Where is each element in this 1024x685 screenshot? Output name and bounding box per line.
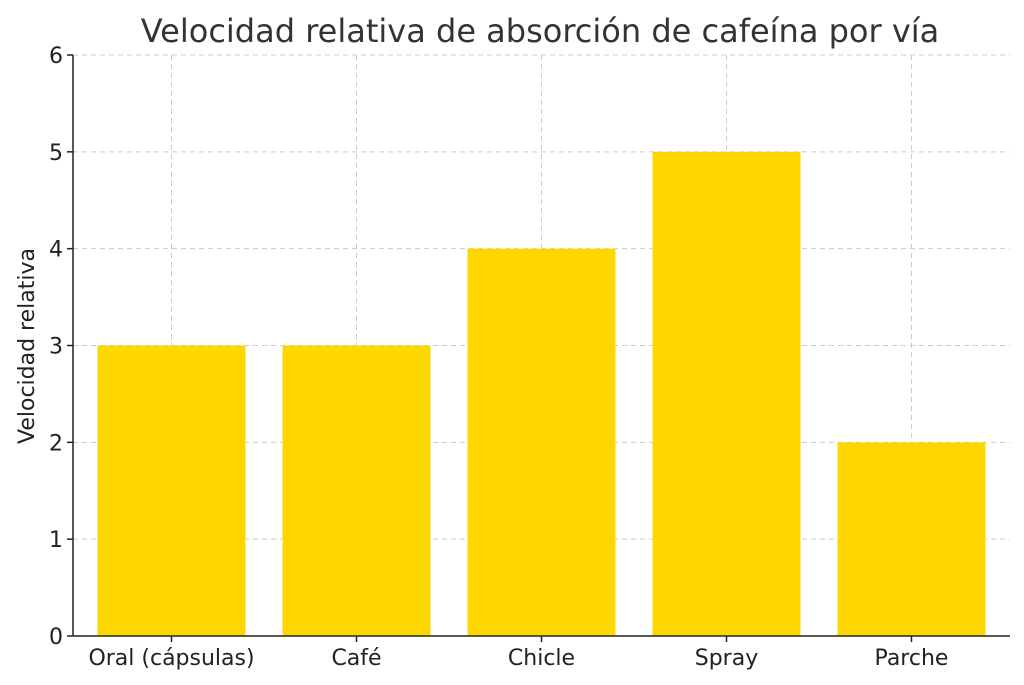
x-tick-label: Café: [331, 646, 381, 671]
y-tick-label: 2: [49, 431, 63, 456]
bar-1: [282, 345, 431, 636]
chart-title: Velocidad relativa de absorción de cafeí…: [141, 12, 940, 50]
bar-4: [837, 442, 986, 636]
axis-layer: [67, 54, 1010, 642]
bar-layer: [97, 151, 986, 637]
y-tick-label: 1: [49, 528, 63, 553]
tick-layer: 0 1 2 3 4 5 6 Oral (cápsulas) Café Chicle Spray Par…: [49, 44, 948, 671]
x-tick-label: Chicle: [508, 646, 575, 671]
bar-2: [467, 248, 616, 636]
bar-3: [652, 151, 801, 637]
y-tick-label: 6: [49, 44, 63, 69]
y-axis-label: Velocidad relativa: [15, 248, 40, 444]
x-tick-label: Oral (cápsulas): [88, 646, 254, 671]
y-tick-label: 4: [49, 238, 63, 263]
y-tick-label: 5: [49, 141, 63, 166]
x-tick-label: Parche: [875, 646, 949, 671]
y-tick-label: 3: [49, 335, 63, 360]
x-tick-label: Spray: [695, 646, 758, 671]
bar-0: [97, 345, 246, 636]
y-tick-label: 0: [49, 625, 63, 650]
